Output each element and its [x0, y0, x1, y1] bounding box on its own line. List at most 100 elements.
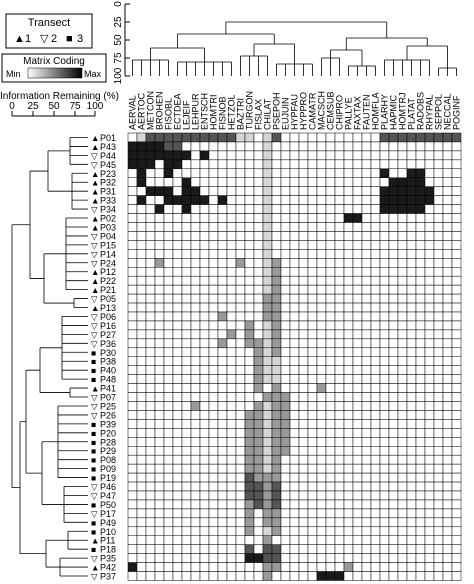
heatmap-cell — [289, 258, 300, 268]
column-label: POGINF — [452, 95, 462, 130]
heatmap-cell — [442, 463, 453, 474]
heatmap-cell — [163, 275, 174, 286]
heatmap-cell — [361, 320, 372, 331]
heatmap-cell — [334, 419, 345, 429]
heatmap-cell — [271, 508, 282, 519]
heatmap-cell — [433, 535, 444, 545]
heatmap-cell — [334, 213, 345, 223]
heatmap-cell — [145, 562, 156, 572]
heatmap-cell — [334, 499, 345, 510]
heatmap-cell — [397, 302, 408, 313]
heatmap-cell — [154, 338, 165, 349]
heatmap-cell — [154, 141, 165, 152]
heatmap-cell — [451, 490, 462, 501]
heatmap-cell — [226, 374, 237, 384]
heatmap-cell — [208, 249, 219, 259]
heatmap-cell — [208, 437, 219, 447]
heatmap-cell — [271, 258, 282, 268]
heatmap-cell — [226, 311, 237, 322]
heatmap-cell — [226, 258, 237, 268]
heatmap-cell — [325, 258, 336, 268]
heatmap-cell — [442, 284, 453, 295]
heatmap-cell — [307, 258, 318, 268]
heatmap-cell — [307, 302, 318, 313]
heatmap-cell — [415, 213, 426, 223]
heatmap-cell — [289, 240, 300, 250]
heatmap-cell — [442, 571, 453, 581]
heatmap-cell — [388, 249, 399, 259]
heatmap-cell — [163, 240, 174, 250]
heatmap-cell — [253, 338, 264, 349]
heatmap-cell — [154, 302, 165, 313]
heatmap-cell — [433, 571, 444, 581]
heatmap-cell — [280, 204, 291, 214]
heatmap-cell — [208, 195, 219, 205]
heatmap-cell — [361, 562, 372, 572]
heatmap-cell — [451, 222, 462, 232]
heatmap-cell — [199, 284, 210, 295]
heatmap-cell — [352, 186, 363, 196]
heatmap-cell — [262, 231, 273, 241]
heatmap-cell — [136, 159, 147, 170]
heatmap-cell — [298, 132, 309, 143]
heatmap-cell — [325, 472, 336, 483]
heatmap-cell — [217, 571, 228, 581]
heatmap-cell — [352, 293, 363, 304]
heatmap-cell — [397, 454, 408, 465]
heatmap-cell — [406, 463, 417, 474]
heatmap-cell — [316, 132, 327, 143]
heatmap-cell — [262, 365, 273, 375]
heatmap-cell — [172, 329, 183, 340]
heatmap-cell — [352, 446, 363, 456]
heatmap-cell — [163, 571, 174, 581]
heatmap-cell — [181, 463, 192, 474]
heatmap-cell — [406, 249, 417, 259]
heatmap-cell — [280, 392, 291, 402]
heatmap-cell — [154, 517, 165, 528]
heatmap-cell — [262, 401, 273, 411]
heatmap-cell — [442, 499, 453, 510]
heatmap-cell — [352, 571, 363, 581]
heatmap-cell — [244, 517, 255, 528]
heatmap-cell — [262, 526, 273, 536]
heatmap-cell — [397, 419, 408, 429]
heatmap-cell — [451, 213, 462, 223]
heatmap-cell — [334, 383, 345, 393]
heatmap-cell — [154, 508, 165, 519]
heatmap-cell — [163, 446, 174, 456]
heatmap-cell — [352, 463, 363, 474]
heatmap-cell — [370, 419, 381, 429]
heatmap-cell — [370, 320, 381, 331]
heatmap-cell — [442, 428, 453, 438]
heatmap-cell — [136, 437, 147, 447]
heatmap-cell — [316, 329, 327, 340]
row-label: P14 — [100, 249, 116, 259]
heatmap-cell — [181, 437, 192, 447]
heatmap-cell — [442, 526, 453, 536]
heatmap-cell — [271, 374, 282, 384]
row-label: P26 — [100, 410, 116, 420]
heatmap-cell — [370, 437, 381, 447]
heatmap-cell — [154, 428, 165, 438]
heatmap-cell — [235, 141, 246, 152]
heatmap-cell — [181, 141, 192, 152]
heatmap-cell — [163, 499, 174, 510]
heatmap-cell — [388, 311, 399, 322]
heatmap-cell — [199, 463, 210, 474]
heatmap-cell — [289, 517, 300, 528]
heatmap-cell — [316, 428, 327, 438]
heatmap-cell — [325, 526, 336, 536]
heatmap-cell — [298, 401, 309, 411]
heatmap-cell — [388, 392, 399, 402]
heatmap-cell — [172, 195, 183, 205]
heatmap-cell — [442, 177, 453, 187]
heatmap-cell — [343, 472, 354, 483]
heatmap-cell — [226, 365, 237, 375]
heatmap-cell — [127, 240, 138, 250]
heatmap-cell — [325, 374, 336, 384]
heatmap-cell — [136, 267, 147, 277]
heatmap-cell — [415, 293, 426, 304]
row-transect-symbol: ■ — [91, 446, 96, 456]
column-label: FISLAX — [254, 99, 264, 130]
heatmap-cell — [388, 428, 399, 438]
